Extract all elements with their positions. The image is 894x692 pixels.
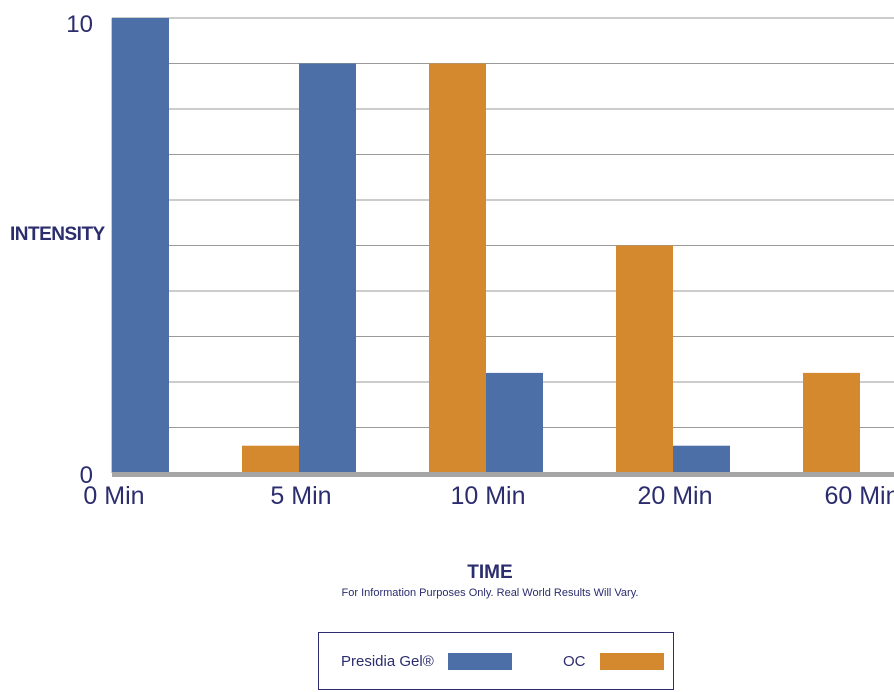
y-tick-label: 0 [80,462,93,489]
legend-swatch-oc [599,653,664,670]
x-tick-label: 20 Min [637,482,712,510]
bar-oc-10-min [429,63,486,473]
x-axis-baseline [112,472,894,477]
bar-presidia-gel-20-min [673,445,730,473]
x-tick-label: 5 Min [270,482,331,510]
bar-oc-20-min [616,245,673,473]
bar-presidia-gel-5-min [299,63,356,473]
legend-item-presidia-gel: Presidia Gel® [341,653,512,670]
x-tick-label: 60 Min [824,482,894,510]
legend-label-oc: OC [563,653,586,670]
y-axis-label: INTENSITY [10,224,105,245]
x-axis-label: TIME [467,562,513,583]
legend: Presidia Gel® OC [318,632,674,690]
y-tick-label: 10 [66,11,93,38]
bar-presidia-gel-10-min [486,372,543,473]
x-tick-label: 10 Min [450,482,525,510]
bar-presidia-gel-0-min [112,18,169,473]
legend-item-oc: OC [563,653,664,670]
bar-oc-60-min [803,372,860,473]
legend-label-presidia-gel: Presidia Gel® [341,653,434,670]
legend-swatch-presidia-gel [447,653,512,670]
disclaimer-note: For Information Purposes Only. Real Worl… [341,587,639,599]
bar-oc-5-min [242,445,299,473]
x-tick-label: 0 Min [83,482,144,510]
